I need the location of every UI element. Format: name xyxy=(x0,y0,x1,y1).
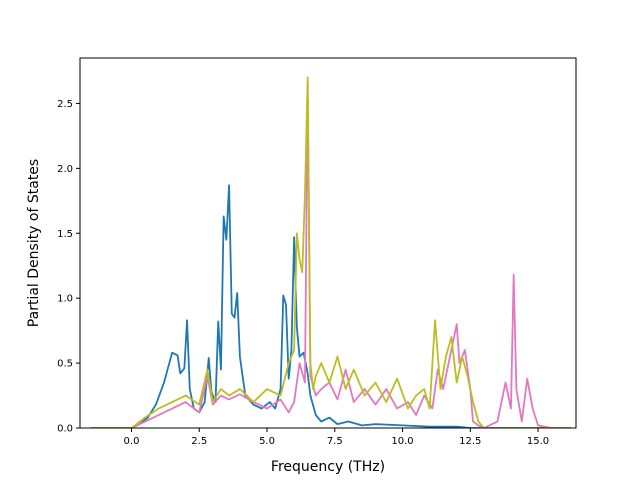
x-tick-label: 5.0 xyxy=(259,436,275,447)
series-line-1 xyxy=(90,184,571,428)
y-axis: 0.0 0.5 1.0 1.5 2.0 2.5 xyxy=(57,99,80,435)
x-axis: 0.0 2.5 5.0 7.5 10.0 12.5 15.0 xyxy=(124,428,549,447)
x-tick-label: 2.5 xyxy=(191,436,207,447)
y-tick-label: 1.0 xyxy=(57,294,73,305)
plot-frame xyxy=(79,57,577,429)
x-axis-title: Frequency (THz) xyxy=(271,459,385,475)
x-tick-label: 0.0 xyxy=(124,436,140,447)
y-tick-label: 2.0 xyxy=(57,164,73,175)
series-line-2 xyxy=(90,83,571,428)
y-axis-title: Partial Density of States xyxy=(26,159,42,327)
x-tick-label: 15.0 xyxy=(527,436,549,447)
series-line-3 xyxy=(90,76,571,428)
y-tick-label: 1.5 xyxy=(57,229,73,240)
y-tick-label: 0.5 xyxy=(57,359,73,370)
x-tick-label: 10.0 xyxy=(391,436,413,447)
x-tick-label: 7.5 xyxy=(327,436,343,447)
y-tick-label: 0.0 xyxy=(57,424,73,435)
series-layer xyxy=(90,76,571,428)
x-tick-label: 12.5 xyxy=(459,436,481,447)
y-tick-label: 2.5 xyxy=(57,99,73,110)
